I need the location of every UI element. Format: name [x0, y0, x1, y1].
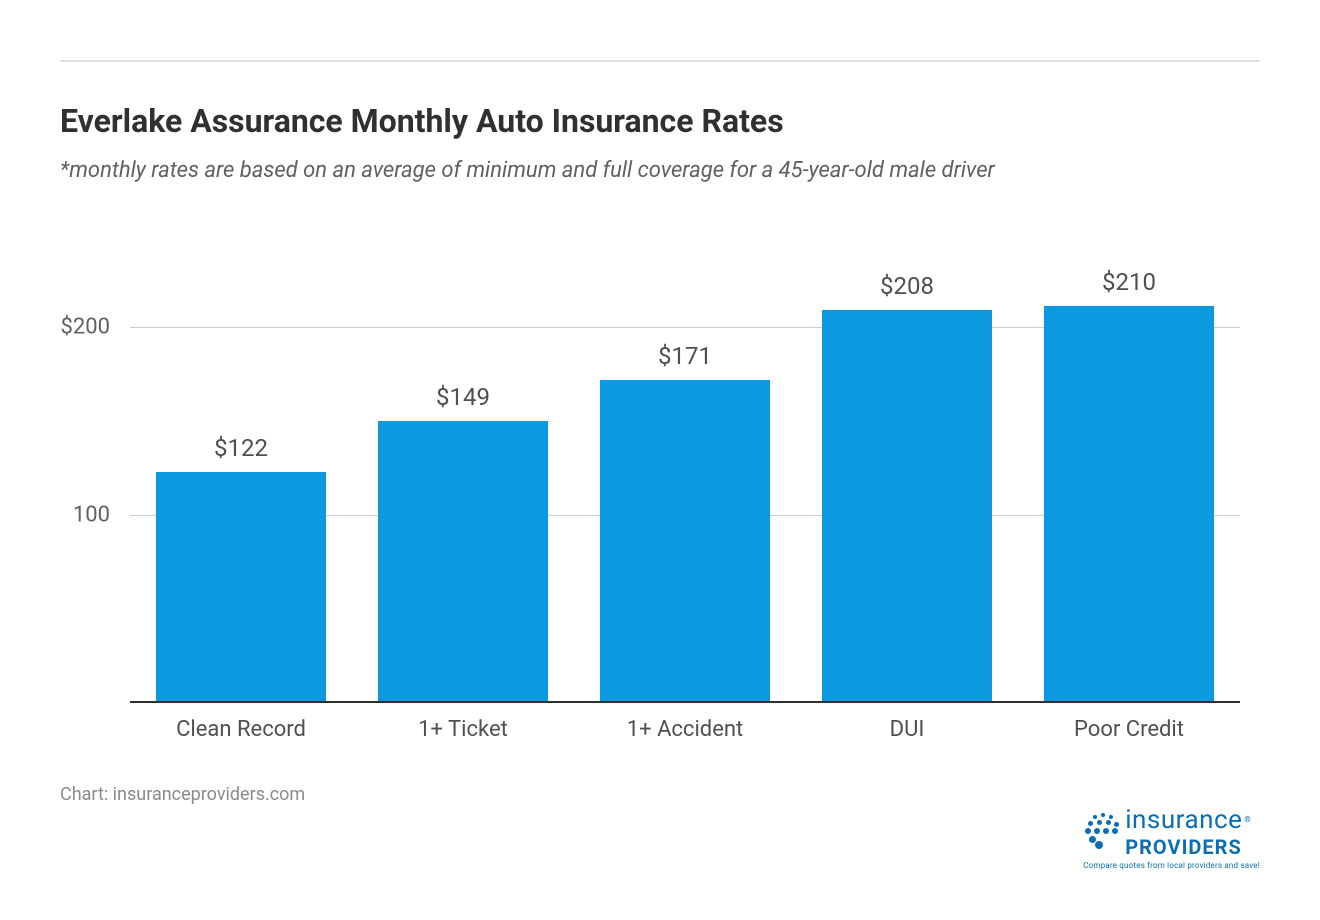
- bar: [1044, 306, 1214, 701]
- bar-value-label: $122: [214, 434, 268, 462]
- chart-container: Everlake Assurance Monthly Auto Insuranc…: [0, 0, 1320, 920]
- brand-logo: insurance® PROVIDERS Compare quotes from…: [1083, 805, 1260, 870]
- bar-group: $208: [817, 272, 997, 701]
- bar-value-label: $149: [436, 383, 490, 411]
- y-axis: $200 100: [60, 233, 120, 703]
- bars-group: $122 $149 $171 $208 $210: [130, 233, 1240, 701]
- x-axis-label: 1+ Ticket: [373, 717, 553, 742]
- bar-value-label: $208: [880, 272, 934, 300]
- chart-subtitle: *monthly rates are based on an average o…: [60, 158, 1260, 183]
- bar-value-label: $171: [658, 342, 712, 370]
- bar-group: $122: [151, 434, 331, 701]
- x-axis-label: DUI: [817, 717, 997, 742]
- bar: [822, 310, 992, 701]
- bar-group: $210: [1039, 268, 1219, 701]
- bar: [600, 380, 770, 701]
- plot-area: $122 $149 $171 $208 $210: [130, 233, 1240, 703]
- x-axis-label: Poor Credit: [1039, 717, 1219, 742]
- bar: [156, 472, 326, 701]
- chart-credit: Chart: insuranceproviders.com: [60, 784, 305, 805]
- logo-word-1: insurance: [1125, 805, 1242, 835]
- logo-row: insurance® PROVIDERS: [1083, 805, 1260, 859]
- chart-title: Everlake Assurance Monthly Auto Insuranc…: [60, 102, 1260, 140]
- logo-text: insurance® PROVIDERS: [1125, 805, 1250, 859]
- y-tick-label: 100: [73, 503, 110, 528]
- bar: [378, 421, 548, 701]
- logo-tagline: Compare quotes from local providers and …: [1083, 861, 1260, 870]
- bar-group: $149: [373, 383, 553, 701]
- x-axis-label: Clean Record: [151, 717, 331, 742]
- bar-value-label: $210: [1102, 268, 1156, 296]
- x-axis-labels: Clean Record 1+ Ticket 1+ Accident DUI Poor …: [130, 703, 1240, 742]
- y-tick-label: $200: [61, 315, 110, 340]
- logo-word-2: PROVIDERS: [1125, 835, 1242, 859]
- x-axis-label: 1+ Accident: [595, 717, 775, 742]
- chart-plot: $200 100 $122$149$171$208$210 Clean Reco…: [60, 233, 1240, 703]
- registered-icon: ®: [1244, 815, 1250, 824]
- logo-dots-icon: [1083, 813, 1121, 851]
- top-divider: [60, 60, 1260, 62]
- bar-group: $171: [595, 342, 775, 701]
